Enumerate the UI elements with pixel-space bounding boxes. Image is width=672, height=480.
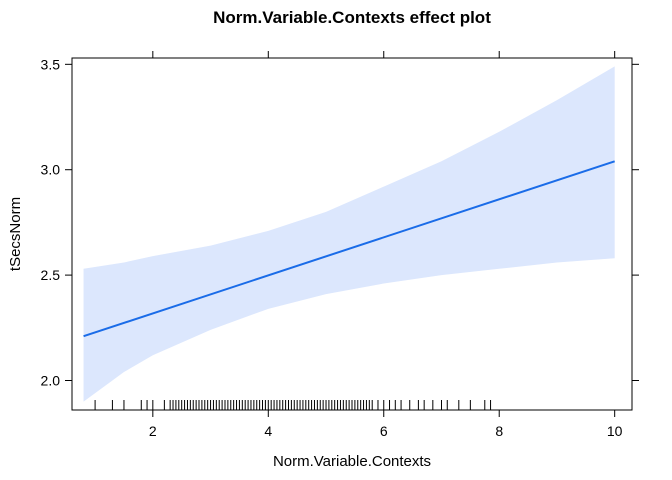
chart-title: Norm.Variable.Contexts effect plot [213, 8, 491, 27]
y-tick-label: 2.0 [41, 372, 61, 388]
y-axis: 2.0 2.5 3.0 3.5 [41, 56, 639, 388]
x-axis-label: Norm.Variable.Contexts [273, 453, 431, 470]
plot-area [83, 66, 615, 410]
x-tick-label: 4 [264, 423, 272, 439]
x-tick-label: 8 [495, 423, 503, 439]
y-tick-label: 2.5 [41, 267, 61, 283]
x-tick-label: 10 [607, 423, 623, 439]
x-tick-label: 6 [380, 423, 388, 439]
y-axis-label: tSecsNorm [7, 197, 24, 271]
confidence-band [83, 66, 615, 402]
plot-frame [71, 57, 633, 411]
fit-line [83, 160, 615, 338]
y-tick-label: 3.5 [41, 56, 61, 72]
y-tick-label: 3.0 [41, 162, 61, 178]
x-tick-label: 2 [149, 423, 157, 439]
x-axis: 2 4 6 8 10 [149, 51, 623, 439]
